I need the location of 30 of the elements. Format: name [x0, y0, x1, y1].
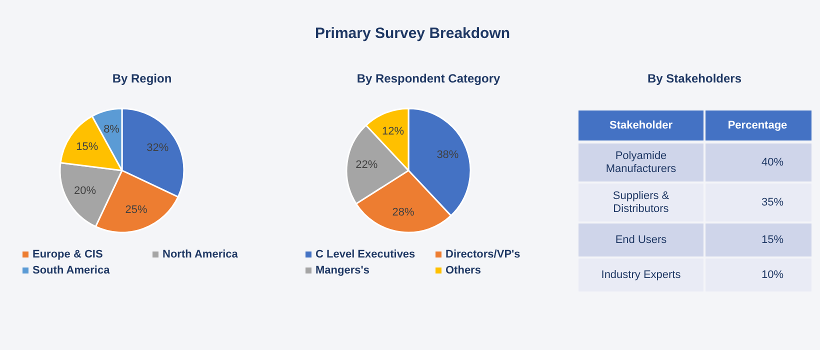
category-label: Suppliers & Distributors [612, 190, 670, 216]
data-label: 25% [125, 204, 148, 216]
data-label: 32% [146, 142, 169, 154]
legend-label: Mangers's [316, 264, 370, 276]
text: 40% [761, 156, 784, 168]
data-label: 15% [76, 140, 98, 153]
data-label: 20% [74, 184, 96, 197]
legend-label: South America [32, 264, 111, 276]
category-label: Industry Experts [601, 269, 682, 281]
data-label: 8% [104, 124, 120, 136]
chart-title: By Region [112, 72, 172, 86]
legend-label: C Level Executives [316, 248, 416, 260]
data-label: 22% [356, 159, 378, 172]
text: By Stakeholders [647, 72, 742, 86]
legend-label: Directors/VP's [446, 248, 520, 260]
text: Primary Survey Breakdown [314, 24, 510, 44]
legend-label: North America [162, 248, 239, 260]
category-label: End Users [615, 234, 668, 246]
legend-label: Others [446, 264, 481, 276]
category-label: Polyamide Manufacturers [606, 150, 677, 176]
data-label: 28% [392, 206, 414, 218]
text: 15% [761, 234, 784, 246]
data-label: 38% [436, 148, 459, 161]
data-label: 12% [382, 125, 404, 138]
text: Stakeholder [610, 120, 674, 132]
legend-label: Europe & CIS [32, 248, 103, 260]
text: 10% [761, 269, 784, 281]
text: 35% [761, 196, 784, 208]
text: Percentage [728, 120, 788, 132]
chart-title: By Respondent Category [356, 72, 501, 86]
